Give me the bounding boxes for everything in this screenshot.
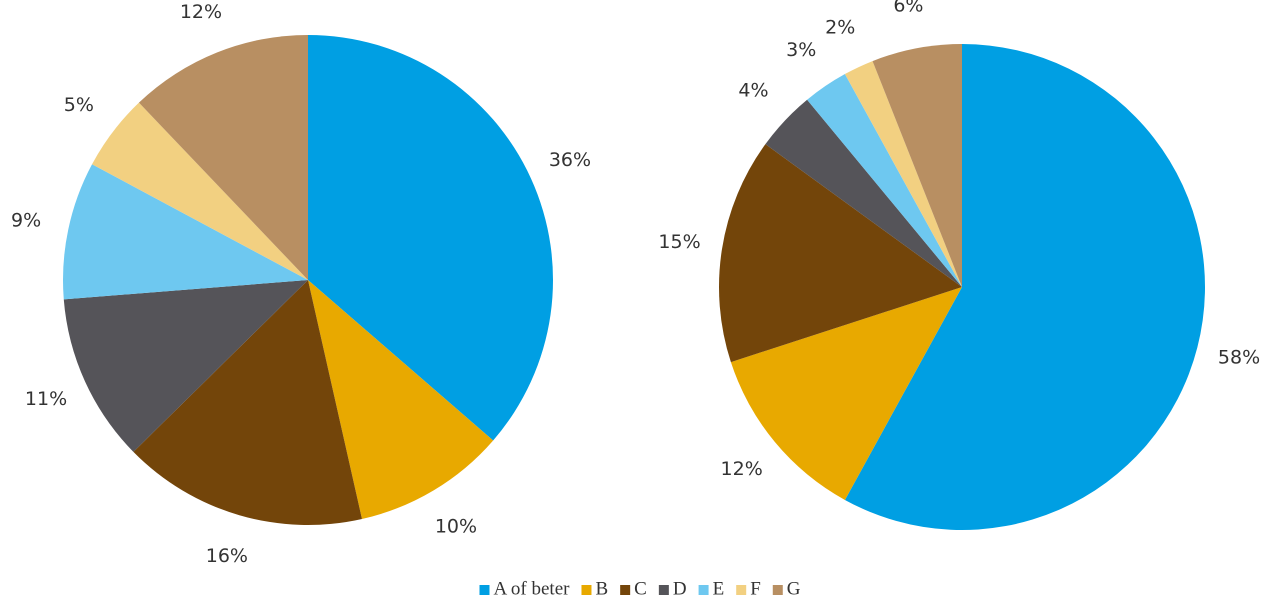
data-label: 10% xyxy=(435,516,477,538)
data-label: 16% xyxy=(206,545,248,567)
legend-label: G xyxy=(787,578,801,599)
legend-swatch xyxy=(658,585,669,595)
legend-swatch xyxy=(772,585,783,595)
pie-slice xyxy=(63,280,308,452)
legend-label: C xyxy=(634,578,647,599)
data-label: 15% xyxy=(658,231,700,253)
pie-slice xyxy=(872,44,962,287)
data-label: 6% xyxy=(893,0,923,17)
legend-swatch xyxy=(581,585,592,595)
pie-slice xyxy=(138,35,308,280)
data-label: 36% xyxy=(549,149,591,171)
data-label: 5% xyxy=(64,94,94,116)
pie-slice xyxy=(844,61,962,287)
data-label: 11% xyxy=(25,388,67,410)
data-label: 12% xyxy=(721,458,763,480)
legend-swatch xyxy=(620,585,631,595)
data-label: 4% xyxy=(738,80,768,102)
pie-slice xyxy=(719,144,962,363)
pie-slice xyxy=(807,74,962,287)
pie-slice xyxy=(308,280,494,519)
pie-slice xyxy=(92,102,309,281)
pie-slice xyxy=(730,287,962,500)
data-label: 58% xyxy=(1218,347,1260,369)
legend-swatch xyxy=(698,585,709,595)
legend-label: B xyxy=(595,578,608,599)
pie-slice xyxy=(308,35,554,441)
legend-label: F xyxy=(750,578,761,599)
legend-swatch xyxy=(479,585,490,595)
pie-slice xyxy=(844,44,1205,531)
data-label: 12% xyxy=(180,1,222,23)
legend-label: A of beter xyxy=(493,578,570,599)
data-label: 2% xyxy=(825,17,855,39)
pie-slice xyxy=(62,164,308,300)
pie-slice xyxy=(133,280,362,525)
data-label: 3% xyxy=(786,39,816,61)
legend-label: E xyxy=(713,578,725,599)
legend-label: D xyxy=(673,578,687,599)
pie-slice xyxy=(765,99,962,287)
data-label: 9% xyxy=(11,210,41,232)
legend-swatch xyxy=(736,585,747,595)
